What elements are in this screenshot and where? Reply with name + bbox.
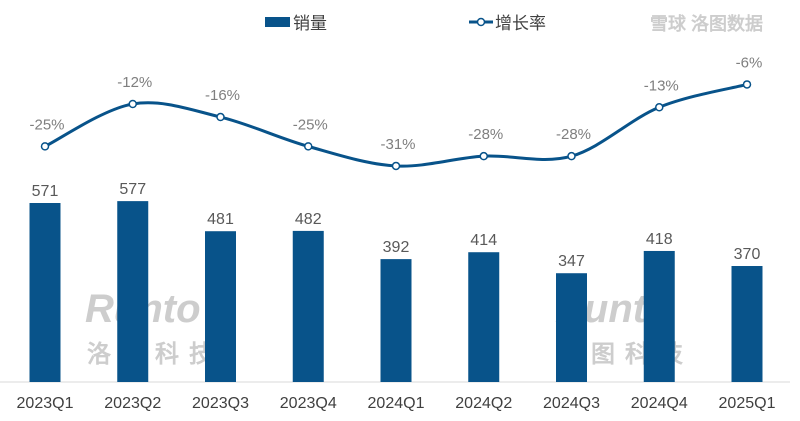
x-tick-label: 2023Q1 — [17, 395, 74, 412]
growth-marker — [567, 151, 576, 161]
growth-value-label: -16% — [205, 87, 240, 104]
legend-line-marker — [476, 17, 486, 27]
bar-value-label: 347 — [558, 253, 585, 270]
growth-line — [44, 82, 748, 168]
x-tick-label: 2024Q3 — [543, 395, 600, 412]
bar-value-label: 481 — [207, 211, 234, 228]
growth-marker — [40, 142, 50, 151]
bar-2024Q3 — [556, 273, 587, 382]
x-tick-label: 2024Q2 — [455, 395, 512, 412]
growth-value-label: -25% — [29, 116, 64, 133]
legend-bar-swatch — [265, 17, 290, 27]
growth-value-label: -13% — [644, 77, 679, 94]
growth-marker — [479, 151, 488, 161]
growth-value-label: -6% — [736, 54, 763, 71]
bar-2024Q4 — [643, 250, 675, 382]
bar-value-label: 482 — [295, 211, 322, 228]
x-tick-label: 2024Q4 — [631, 395, 688, 412]
growth-value-label: -28% — [556, 126, 591, 143]
x-tick-label: 2025Q1 — [719, 395, 776, 412]
bar-2023Q2 — [117, 201, 149, 382]
x-tick-label: 2023Q2 — [104, 395, 161, 412]
bar-2023Q1 — [29, 203, 61, 382]
bar-value-label: 577 — [119, 181, 146, 198]
bar-2024Q2 — [468, 252, 500, 382]
watermark-source: 雪球 洛图数据 — [650, 13, 763, 34]
growth-value-label: -12% — [117, 74, 152, 91]
growth-marker — [128, 99, 137, 109]
x-tick-label: 2024Q1 — [368, 395, 425, 412]
bar-value-label: 571 — [32, 183, 59, 200]
growth-value-label: -28% — [468, 126, 503, 143]
x-tick-label: 2023Q4 — [280, 395, 337, 412]
growth-marker — [655, 103, 664, 112]
bar-value-label: 418 — [646, 231, 673, 248]
growth-marker — [742, 80, 752, 89]
bar-2023Q3 — [205, 231, 236, 382]
legend: 销量 增长率 — [265, 14, 546, 33]
watermark-brand-cn: 洛图科技 — [87, 341, 223, 368]
growth-marker — [391, 161, 401, 171]
bar-2023Q4 — [292, 230, 324, 382]
growth-marker — [216, 112, 225, 122]
growth-marker — [304, 142, 313, 151]
growth-value-label: -25% — [293, 116, 328, 133]
bar-value-label: 414 — [470, 232, 497, 249]
bar-value-label: 370 — [734, 246, 761, 263]
legend-line-label: 增长率 — [495, 14, 546, 33]
x-tick-label: 2023Q3 — [192, 395, 249, 412]
bar-value-label: 392 — [383, 239, 410, 256]
bar-2025Q1 — [731, 266, 763, 382]
growth-value-label: -31% — [380, 136, 415, 153]
bar-2024Q1 — [380, 259, 412, 382]
legend-bar-label: 销量 — [293, 14, 327, 33]
